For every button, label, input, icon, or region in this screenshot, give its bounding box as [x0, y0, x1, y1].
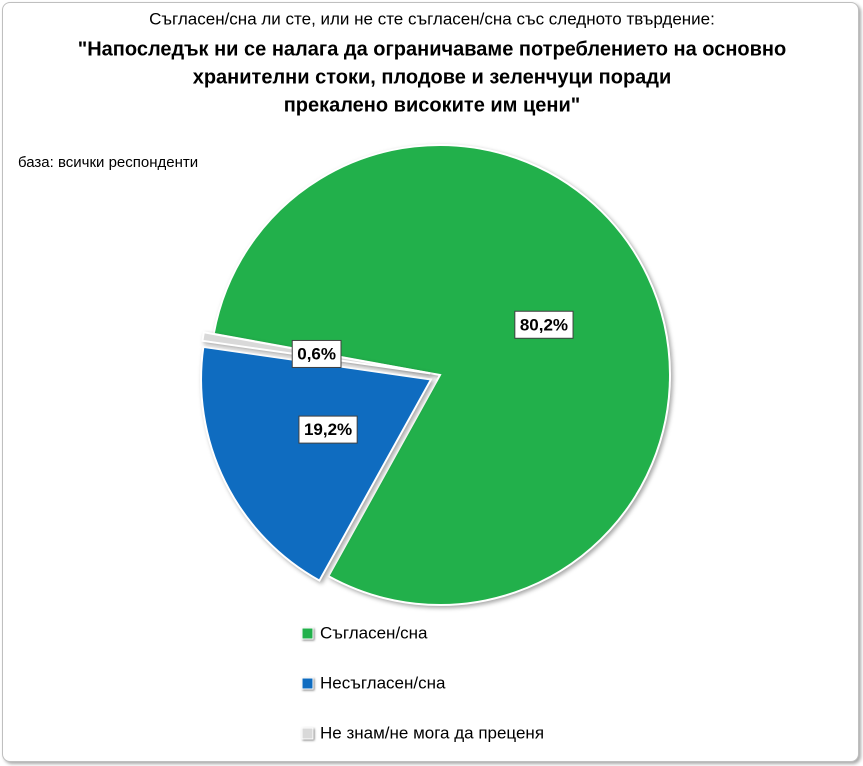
chart-title: прекалено високите им цени" [284, 94, 581, 116]
data-label-text: 80,2% [520, 315, 568, 334]
legend-label: Не знам/не мога да преценя [320, 723, 544, 742]
base-note: база: всички респонденти [18, 154, 198, 171]
legend-swatch [301, 627, 314, 640]
data-label-box [298, 415, 358, 444]
data-label: 80,2% [514, 310, 574, 339]
data-label: 0,6% [291, 339, 342, 368]
data-label-box [514, 310, 574, 339]
data-label-box [291, 339, 342, 368]
pie-slice [200, 345, 433, 582]
chart-title: хранителни стоки, плодове и зеленчуци по… [193, 66, 672, 88]
legend-swatch [301, 677, 314, 690]
data-label: 19,2% [298, 415, 358, 444]
legend-swatch [301, 727, 314, 740]
pie-slice [212, 144, 671, 606]
chart-title: "Напоследък ни се налага да ограничаваме… [78, 38, 786, 60]
data-label-text: 19,2% [304, 420, 352, 439]
legend-label: Несъгласен/сна [320, 673, 446, 692]
chart-subtitle: Съгласен/сна ли сте, или не сте съгласен… [149, 9, 715, 28]
legend-label: Съгласен/сна [320, 623, 428, 642]
data-label-text: 0,6% [297, 344, 336, 363]
